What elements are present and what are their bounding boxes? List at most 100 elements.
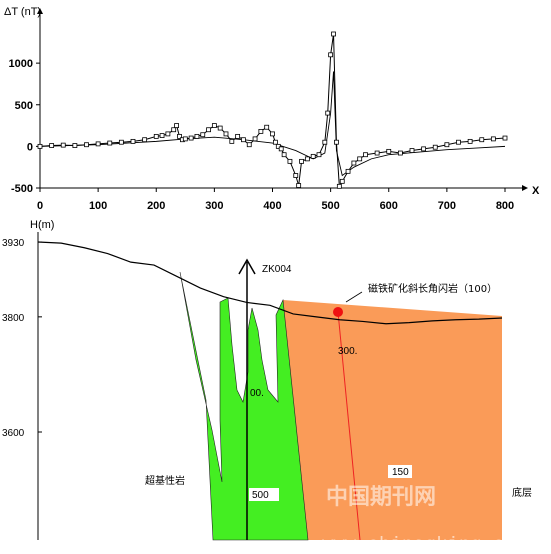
data-point	[310, 153, 316, 159]
data-point	[264, 124, 270, 130]
data-point	[273, 139, 278, 145]
data-point	[188, 135, 194, 141]
data-point	[331, 31, 336, 37]
data-point	[293, 173, 299, 178]
data-point	[37, 143, 43, 149]
ore-vein-line	[337, 311, 361, 541]
x-tick-label: 700	[438, 200, 456, 212]
data-point	[60, 142, 66, 148]
y-tick-label: 3800	[2, 313, 25, 324]
borehole-arrow-icon	[238, 258, 256, 275]
data-point	[194, 133, 200, 139]
x-tick-label: 300	[205, 200, 223, 212]
data-point	[304, 156, 310, 162]
data-point	[432, 144, 438, 150]
x-tick-label: 100	[89, 200, 107, 212]
data-point	[159, 133, 165, 138]
data-point	[258, 128, 264, 134]
watermark-chinese: 中国期刊网	[326, 485, 436, 510]
data-point	[130, 138, 136, 144]
x-axis-arrow-icon	[522, 185, 528, 191]
data-point	[275, 143, 281, 149]
data-point	[174, 123, 179, 128]
anomaly-chart: ΔT (nT) X 0 100 200 300 400 500 600 700 800-5000…	[4, 6, 540, 212]
topographic-surface	[37, 241, 503, 325]
depth-label-300: 300.	[338, 346, 357, 357]
x-tick-label: 600	[380, 200, 398, 212]
data-point	[316, 152, 322, 158]
basement-label: 底层	[512, 486, 532, 499]
data-point	[334, 139, 339, 145]
data-point	[241, 137, 246, 143]
data-point	[211, 123, 217, 128]
data-point	[142, 137, 148, 143]
orebody-leader-line	[345, 291, 363, 303]
depth-label-500: 500	[252, 490, 269, 501]
data-point	[278, 146, 284, 152]
depth-label-100: 00.	[250, 388, 264, 399]
data-point	[467, 138, 473, 144]
data-point	[345, 168, 351, 174]
data-point	[153, 133, 159, 139]
data-point	[357, 156, 363, 162]
data-point	[409, 148, 415, 153]
data-point	[217, 125, 223, 131]
orebody-marker	[333, 307, 343, 317]
data-point	[374, 150, 380, 156]
data-point	[363, 152, 368, 158]
data-point	[229, 138, 235, 144]
depth-label-150: 150	[392, 467, 409, 478]
data-point	[165, 131, 171, 137]
depth-label-150-bg	[388, 465, 412, 478]
data-point	[397, 150, 403, 156]
borehole-label: ZK004	[262, 264, 292, 275]
x-tick-label: 200	[147, 200, 165, 212]
x-tick-label: 500	[321, 200, 339, 212]
series-model-line	[39, 71, 506, 177]
data-point	[502, 135, 508, 141]
orebody-label: 磁铁矿化斜长角闪岩（100）	[368, 282, 497, 295]
data-point	[171, 127, 177, 133]
series-measured-line	[39, 33, 506, 189]
y-tick-label: 3600	[2, 428, 25, 439]
data-point	[456, 139, 461, 145]
data-point	[328, 52, 334, 58]
data-point	[223, 131, 229, 137]
anomaly-ticks: 0 100 200 300 400 500 600 700 800 -500 0 500 1000	[9, 58, 515, 212]
data-point	[421, 146, 427, 152]
data-point	[444, 142, 450, 148]
data-point	[182, 136, 188, 142]
data-point	[322, 139, 328, 145]
data-point	[84, 142, 89, 148]
anomaly-xlabel: X	[532, 185, 540, 197]
data-point	[95, 141, 101, 147]
y-axis-arrow-icon	[37, 8, 43, 14]
x-tick-label: 400	[263, 200, 281, 212]
data-point	[107, 140, 113, 146]
data-point	[296, 183, 302, 188]
data-point	[270, 131, 275, 137]
data-point	[336, 183, 342, 189]
y-tick-label: 500	[15, 100, 33, 112]
y-tick-label: -500	[11, 183, 33, 195]
y-tick-label: 3930	[2, 238, 25, 249]
ultrabasic-label: 超基性岩	[145, 474, 185, 487]
y-tick-label: 0	[27, 141, 33, 153]
basement-block	[283, 300, 502, 540]
data-point	[339, 178, 345, 184]
data-point	[351, 160, 357, 166]
data-point	[287, 158, 293, 164]
data-point	[177, 133, 182, 139]
data-point	[72, 143, 78, 148]
data-point	[118, 139, 124, 145]
data-point	[235, 133, 241, 139]
data-point	[386, 148, 392, 154]
watermark-url: www.chinaqking.com	[322, 534, 527, 554]
x-tick-label: 800	[496, 200, 514, 212]
data-point	[490, 136, 496, 142]
y-tick-label: 1000	[9, 58, 33, 70]
data-point	[246, 142, 252, 148]
data-point	[479, 137, 485, 143]
ultrabasic-body	[179, 271, 309, 541]
